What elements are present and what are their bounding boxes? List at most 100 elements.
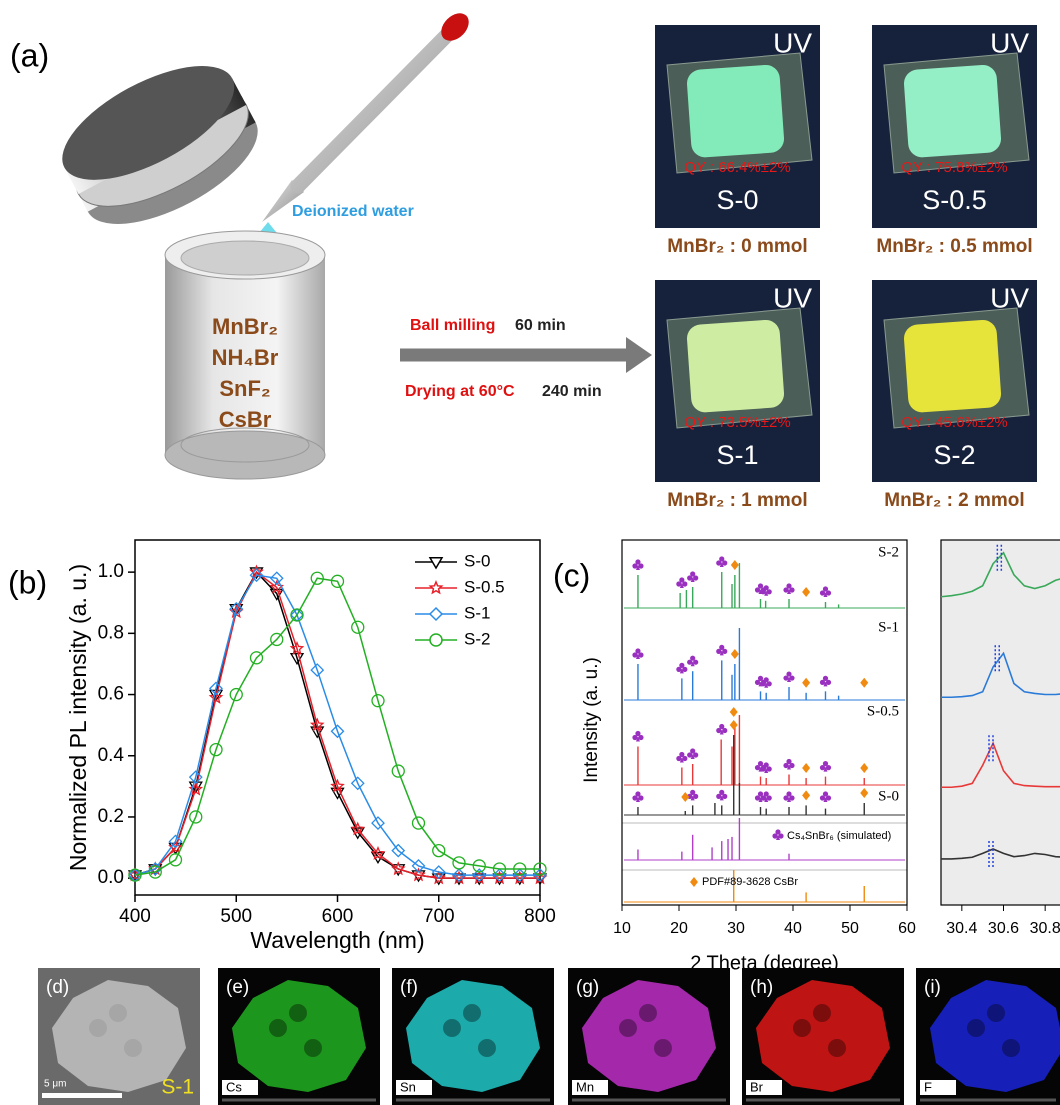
texture bbox=[828, 1039, 846, 1057]
sample-caption: MnBr₂ : 2 mmol bbox=[884, 490, 1024, 511]
club-lobe bbox=[638, 795, 643, 800]
club-lobe bbox=[638, 652, 643, 657]
precursor: MnBr₂ bbox=[212, 314, 278, 339]
phase-marker bbox=[632, 559, 643, 570]
phase-marker bbox=[687, 571, 698, 582]
phase-marker bbox=[783, 671, 794, 682]
sample-label: S-1 bbox=[161, 1076, 194, 1099]
club-lobe bbox=[783, 587, 788, 592]
texture bbox=[967, 1019, 985, 1037]
phase-marker bbox=[802, 587, 810, 597]
phase-marker bbox=[716, 645, 727, 656]
club-lobe bbox=[789, 587, 794, 592]
element-label: Cs bbox=[226, 1079, 242, 1094]
club-lobe bbox=[722, 560, 727, 565]
club-lobe bbox=[716, 649, 721, 654]
club-lobe bbox=[820, 680, 825, 685]
texture bbox=[124, 1039, 142, 1057]
legend-marker bbox=[430, 582, 441, 593]
phase-marker bbox=[820, 761, 831, 772]
step-name: Drying at 60°C bbox=[405, 383, 515, 400]
series-label: S-2 bbox=[878, 544, 899, 560]
club-lobe bbox=[682, 667, 687, 672]
panel-label: (b) bbox=[8, 564, 47, 600]
panel-label: (a) bbox=[10, 37, 49, 73]
phase-marker bbox=[860, 678, 868, 688]
legend-marker bbox=[690, 877, 698, 887]
lamp-label: UV bbox=[773, 282, 812, 313]
micrograph: (f)Sn bbox=[392, 968, 554, 1105]
texture bbox=[654, 1039, 672, 1057]
club-lobe bbox=[820, 765, 825, 770]
precursor: NH₄Br bbox=[212, 345, 279, 370]
club-lobe bbox=[755, 587, 760, 592]
quantum-yield: QY : 45.6%±2% bbox=[901, 414, 1007, 431]
club-lobe bbox=[632, 735, 637, 740]
phase-marker bbox=[820, 586, 831, 597]
phase-marker bbox=[731, 560, 739, 570]
club-lobe bbox=[716, 560, 721, 565]
club-lobe bbox=[767, 681, 772, 686]
club-lobe bbox=[772, 833, 777, 838]
legend-label: S-0 bbox=[464, 551, 490, 570]
legend-label: Cs₄SnBr₆ (simulated) bbox=[787, 830, 891, 842]
phase-marker bbox=[687, 656, 698, 667]
phase-marker bbox=[687, 748, 698, 759]
inset bbox=[941, 540, 1060, 905]
club-lobe bbox=[632, 563, 637, 568]
texture bbox=[793, 1019, 811, 1037]
x-tick-label: 30.4 bbox=[946, 920, 977, 937]
x-tick-label: 10 bbox=[613, 920, 631, 937]
phase-marker bbox=[716, 556, 727, 567]
phase-marker bbox=[632, 648, 643, 659]
club-lobe bbox=[693, 752, 698, 757]
element-label: Mn bbox=[576, 1079, 594, 1094]
club-lobe bbox=[767, 766, 772, 771]
lamp-label: UV bbox=[990, 27, 1029, 58]
club-lobe bbox=[767, 589, 772, 594]
texture bbox=[304, 1039, 322, 1057]
club-lobe bbox=[676, 581, 681, 586]
element-label: Sn bbox=[400, 1079, 416, 1094]
club-lobe bbox=[783, 675, 788, 680]
scale-bar-label: 5 μm bbox=[44, 1079, 66, 1090]
x-tick-label: 30 bbox=[727, 920, 745, 937]
phase-marker bbox=[783, 583, 794, 594]
pipette-body bbox=[298, 32, 450, 186]
texture bbox=[813, 1004, 831, 1022]
texture bbox=[478, 1039, 496, 1057]
micrograph: (d)5 μmS-1 bbox=[38, 968, 200, 1105]
sample-name: S-0.5 bbox=[922, 185, 987, 215]
phase-marker bbox=[632, 791, 643, 802]
process-arrow-head bbox=[626, 337, 652, 373]
y-tick-label: 0.0 bbox=[98, 867, 124, 888]
quantum-yield: QY : 73.5%±2% bbox=[684, 414, 790, 431]
club-lobe bbox=[826, 590, 831, 595]
club-lobe bbox=[687, 660, 692, 665]
club-lobe bbox=[638, 735, 643, 740]
legend-label: S-0.5 bbox=[464, 577, 505, 596]
phase-marker bbox=[676, 663, 687, 674]
club-lobe bbox=[693, 575, 698, 580]
club-lobe bbox=[693, 794, 698, 799]
club-lobe bbox=[755, 765, 760, 770]
club-lobe bbox=[693, 660, 698, 665]
legend-label: S-2 bbox=[464, 629, 490, 648]
club-lobe bbox=[676, 667, 681, 672]
phase-marker bbox=[676, 577, 687, 588]
club-lobe bbox=[687, 752, 692, 757]
series-line bbox=[135, 578, 540, 875]
club-lobe bbox=[820, 590, 825, 595]
club-lobe bbox=[789, 763, 794, 768]
micrograph: (h)Br bbox=[742, 968, 904, 1105]
x-tick-label: 20 bbox=[670, 920, 688, 937]
x-tick-label: 50 bbox=[841, 920, 859, 937]
legend-marker bbox=[772, 829, 783, 840]
micrograph: (e)Cs bbox=[218, 968, 380, 1105]
series-label: S-1 bbox=[878, 619, 899, 635]
club-lobe bbox=[820, 795, 825, 800]
club-lobe bbox=[767, 795, 772, 800]
sample-name: S-1 bbox=[716, 440, 758, 470]
phase-marker bbox=[730, 720, 738, 730]
club-lobe bbox=[789, 675, 794, 680]
